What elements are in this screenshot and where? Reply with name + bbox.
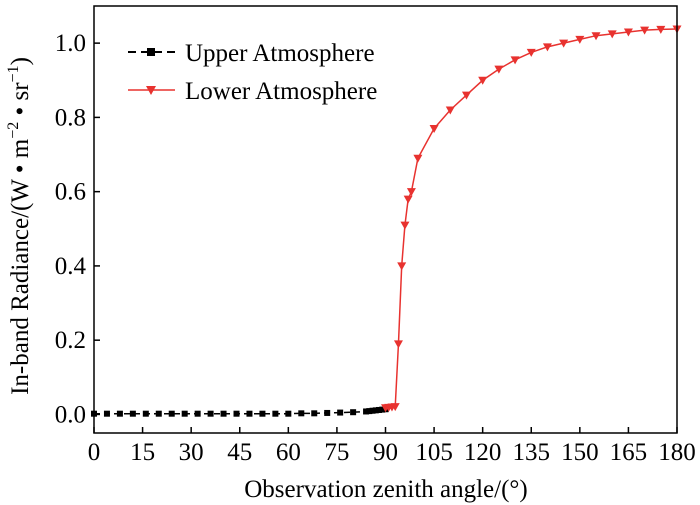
data-point (478, 76, 488, 85)
data-point (379, 406, 386, 413)
x-tick-label: 45 (227, 439, 252, 466)
chart-marks (91, 25, 682, 417)
x-tick-label: 150 (561, 439, 599, 466)
data-point (640, 26, 650, 35)
y-tick-label: 0.0 (55, 401, 86, 428)
data-point (298, 410, 305, 417)
data-point (233, 410, 240, 417)
data-point (142, 410, 149, 417)
y-tick-label: 0.8 (55, 104, 86, 131)
data-point (376, 406, 383, 413)
y-tick-label: 0.4 (55, 253, 87, 280)
data-point (194, 410, 201, 417)
data-point (168, 410, 175, 417)
y-axis-label-sup1: −2 (5, 122, 22, 139)
data-point (259, 410, 266, 417)
axis-ticks: 0 15 30 45 60 75 90 105 120 135 150 165 180 0.0 0.2 0.4… (55, 30, 696, 466)
data-point (129, 410, 136, 417)
data-point (285, 410, 292, 417)
y-axis-label-prefix: In-band Radiance/(W • m (7, 138, 34, 395)
x-tick-label: 180 (658, 439, 696, 466)
data-point (526, 48, 536, 57)
data-point (272, 410, 279, 417)
plot-frame (93, 5, 678, 434)
data-point (246, 410, 253, 417)
x-tick-label: 15 (130, 439, 155, 466)
x-tick-label: 90 (373, 439, 398, 466)
y-axis-label: In-band Radiance/(W • m−2 • sr−1) (5, 57, 34, 395)
legend-entry-lower: Lower Atmosphere (128, 78, 377, 105)
legend: Upper Atmosphere Lower Atmosphere (128, 40, 377, 105)
series-line (385, 28, 678, 409)
data-point (207, 410, 214, 417)
data-point (461, 91, 471, 100)
data-point (542, 43, 552, 52)
data-point (350, 409, 357, 416)
data-point (575, 35, 585, 44)
x-tick-label: 30 (179, 439, 204, 466)
data-point (337, 409, 344, 416)
y-axis-label-sup2: −1 (5, 65, 22, 82)
y-tick-label: 0.2 (55, 327, 86, 354)
x-tick-label: 135 (513, 439, 551, 466)
legend-entry-upper: Upper Atmosphere (128, 40, 375, 67)
data-point (656, 25, 666, 34)
data-point (155, 410, 162, 417)
data-point (397, 262, 407, 271)
legend-marker-upper (147, 48, 155, 56)
data-point (369, 407, 376, 414)
data-point (372, 407, 379, 414)
x-tick-label: 120 (464, 439, 502, 466)
series-upper (91, 406, 389, 417)
data-point (413, 154, 423, 163)
data-point (390, 403, 400, 412)
data-point (445, 106, 455, 115)
series-line (94, 408, 386, 415)
data-point (324, 409, 331, 416)
series-lower (381, 25, 682, 413)
data-point (429, 125, 439, 134)
x-tick-label: 105 (415, 439, 453, 466)
data-point (220, 410, 227, 417)
data-point (494, 65, 504, 74)
data-point (311, 410, 318, 417)
data-point (103, 410, 110, 417)
x-tick-label: 0 (88, 439, 101, 466)
x-tick-label: 75 (324, 439, 349, 466)
data-point (181, 410, 188, 417)
data-point (591, 32, 601, 41)
legend-label-lower: Lower Atmosphere (185, 78, 377, 105)
data-point (363, 408, 370, 415)
data-point (366, 408, 373, 415)
data-point (406, 188, 416, 197)
legend-label-upper: Upper Atmosphere (185, 40, 375, 67)
data-point (559, 39, 569, 48)
data-point (607, 30, 617, 39)
y-axis-label-mid: • sr (7, 82, 34, 122)
x-tick-label: 60 (276, 439, 301, 466)
x-tick-label: 165 (610, 439, 648, 466)
data-point (623, 28, 633, 37)
y-tick-label: 0.6 (55, 179, 86, 206)
y-axis-label-suffix: ) (7, 57, 34, 65)
data-point (393, 340, 403, 349)
data-point (510, 56, 520, 65)
data-point (403, 195, 413, 204)
legend-marker-lower (146, 86, 156, 95)
y-tick-label: 1.0 (55, 30, 86, 57)
data-point (116, 410, 123, 417)
data-point (400, 221, 410, 230)
x-axis-label: Observation zenith angle/(°) (244, 476, 528, 503)
